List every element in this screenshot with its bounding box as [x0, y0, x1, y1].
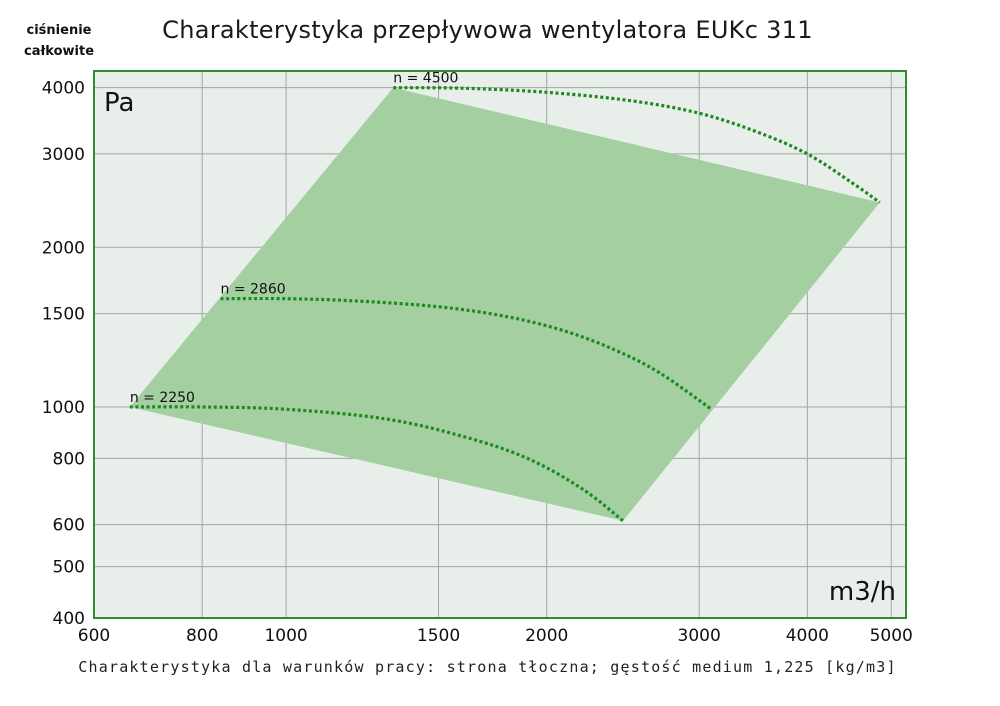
x-tick-label: 800 — [186, 626, 218, 646]
y-unit-label: Pa — [104, 88, 134, 118]
x-unit-label: m3/h — [829, 577, 896, 607]
footnote: Charakterystyka dla warunków pracy: stro… — [78, 658, 897, 676]
x-tick-label: 1500 — [417, 626, 460, 646]
y-tick-label: 1000 — [42, 398, 85, 418]
curve-series-3 — [129, 405, 625, 523]
y-axis-caption-line-2: całkowite — [23, 44, 95, 59]
chart-title: Charakterystyka przepływowa wentylatora … — [162, 16, 813, 44]
y-tick-label: 500 — [53, 558, 85, 578]
curve-label-series-1: n = 4500 — [393, 71, 458, 87]
x-tick-label: 2000 — [525, 626, 568, 646]
x-tick-label: 600 — [78, 626, 110, 646]
y-tick-label: 800 — [53, 449, 85, 469]
x-tick-label: 5000 — [870, 626, 913, 646]
y-tick-label: 3000 — [42, 145, 85, 165]
y-tick-labels: 400 500 600 800 1000 1500 2000 3000 4000 — [42, 79, 85, 629]
curve-series-1 — [393, 86, 881, 204]
rpm-curves: n = 4500 n = 2860 n = 2250 — [129, 71, 881, 523]
x-tick-label: 3000 — [678, 626, 721, 646]
y-tick-label: 600 — [53, 516, 85, 536]
curve-label-series-2: n = 2860 — [221, 282, 286, 298]
y-tick-label: 4000 — [42, 79, 85, 99]
x-tick-labels: 600 800 1000 1500 2000 3000 4000 5000 — [78, 626, 913, 646]
y-tick-label: 2000 — [42, 238, 85, 258]
x-tick-label: 4000 — [786, 626, 829, 646]
y-axis-caption: ciśnienie całkowite — [14, 20, 104, 62]
curve-label-series-3: n = 2250 — [130, 390, 195, 406]
plot-frame — [93, 70, 907, 619]
x-tick-label: 1000 — [264, 626, 307, 646]
curve-series-2 — [220, 296, 713, 411]
y-axis-caption-line-1: ciśnienie — [26, 23, 92, 38]
y-tick-label: 400 — [53, 609, 85, 629]
y-tick-label: 1500 — [42, 305, 85, 325]
